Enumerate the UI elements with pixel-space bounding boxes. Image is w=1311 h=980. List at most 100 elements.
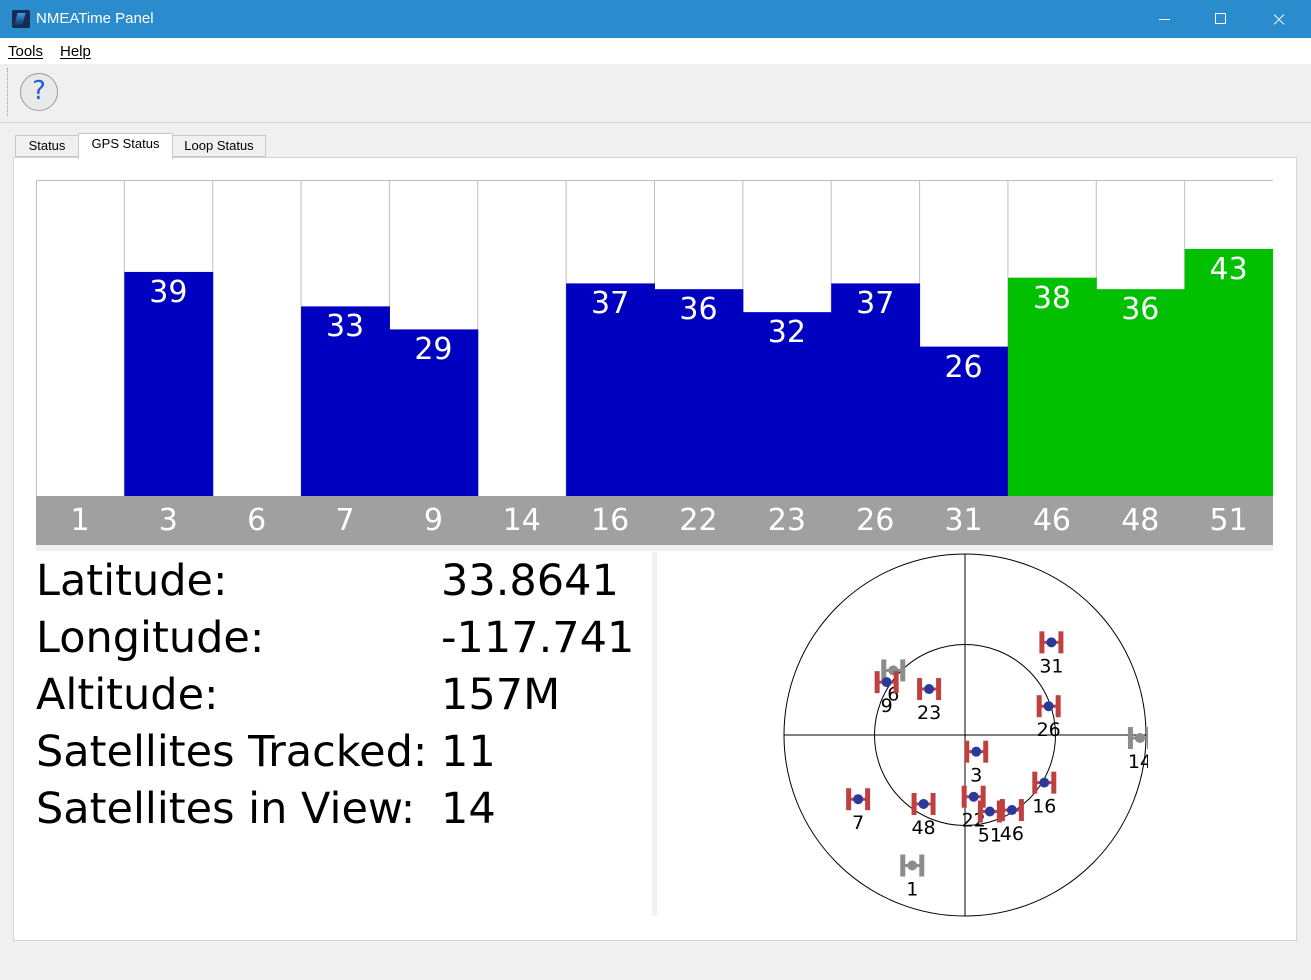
signal-bar [566, 283, 655, 496]
menu-tools[interactable]: Tools [8, 43, 44, 60]
satellite-marker: 26 [1037, 695, 1061, 741]
satellite-prn-label: 26 [1037, 719, 1061, 741]
signal-bar [742, 312, 832, 496]
satellite-prn-label: 1 [906, 879, 918, 901]
bar-value-label: 36 [1121, 292, 1160, 328]
satellite-marker: 46 [1000, 799, 1024, 845]
satellite-panel-right [1018, 799, 1024, 822]
satellite-panel-left [1039, 631, 1045, 654]
satellite-panel-right [1058, 631, 1064, 654]
satellite-prn-label: 14 [1128, 751, 1148, 773]
toolbar-grip[interactable] [7, 68, 9, 116]
altitude-value: 157M [441, 670, 561, 720]
tab-gps-status[interactable]: GPS Status [78, 133, 173, 159]
satellite-panel-left [1032, 771, 1038, 794]
satellite-marker: 3 [964, 740, 989, 787]
bar-value-labels: 39 33 29 37 36 32 37 26 38 36 43 [36, 180, 1273, 496]
menu-bar: Tools Help [0, 38, 1311, 64]
signal-bar [1184, 248, 1273, 496]
prn-label: 9 [423, 503, 443, 538]
minimize-button[interactable] [1141, 0, 1187, 38]
prn-label: 31 [944, 503, 983, 538]
tab-status[interactable]: Status [15, 135, 79, 157]
satellite-prn-label: 48 [911, 817, 935, 839]
prn-label: 46 [1032, 503, 1072, 538]
prn-label: 22 [679, 503, 718, 538]
satellite-prn-label: 9 [881, 695, 893, 717]
bar-value-label: 38 [1032, 280, 1072, 316]
satellite-icon [907, 860, 918, 871]
signal-bar [124, 271, 214, 496]
signal-bar [389, 329, 479, 496]
signal-bar [301, 306, 390, 496]
satellite-panel-left [846, 788, 852, 811]
close-button[interactable] [1255, 0, 1301, 38]
satellite-panel-left [917, 678, 923, 701]
longitude-label: Longitude: [36, 613, 265, 663]
satellite-panel-right [930, 792, 936, 815]
maximize-button[interactable] [1197, 0, 1243, 38]
satellite-prn-label: 16 [1032, 796, 1056, 818]
satellites-in-view-label: Satellites in View: [36, 784, 416, 834]
satellite-panel-left [1127, 727, 1133, 750]
satellite-marker: 9 [874, 671, 899, 717]
title-bar: NMEATime Panel [0, 0, 1311, 38]
satellite-prn-label: 7 [852, 812, 864, 834]
satellite-icon [968, 791, 979, 802]
satellites-tracked-value: 11 [441, 727, 496, 777]
bar-value-label: 36 [679, 292, 718, 328]
prn-label: 7 [335, 503, 355, 538]
help-button[interactable]: ? [20, 73, 58, 111]
satellite-panel-right [996, 800, 1002, 823]
satellite-prn-label: 51 [978, 825, 1002, 847]
satellite-panel-right [919, 854, 925, 877]
satellite-prn-label: 46 [1000, 823, 1024, 845]
bar-value-label: 29 [414, 332, 453, 368]
bar-value-label: 43 [1209, 251, 1248, 287]
satellite-icon [853, 794, 864, 805]
satellite-icon [881, 677, 892, 688]
altitude-label: Altitude: [36, 670, 219, 720]
signal-bar [1096, 289, 1186, 496]
toolbar: ? [0, 64, 1311, 123]
satellites-in-view-value: 14 [441, 784, 496, 834]
prn-label: 6 [247, 503, 267, 538]
satellite-panel-left [977, 800, 983, 823]
satellite-icon [918, 798, 929, 809]
satellite-panel-right [980, 785, 986, 808]
menu-help[interactable]: Help [60, 43, 91, 60]
satellite-icon [1134, 733, 1145, 744]
satellite-icon [1043, 701, 1054, 712]
prn-label: 1 [70, 503, 90, 538]
satellite-marker: 48 [911, 792, 936, 839]
help-icon: ? [32, 76, 46, 106]
satellite-panel-left [961, 785, 967, 808]
satellite-marker: 16 [1032, 771, 1057, 818]
satellite-marker: 7 [846, 788, 871, 834]
satellite-prn-label: 23 [917, 702, 941, 724]
bar-value-label: 33 [325, 309, 365, 345]
app-icon [12, 10, 30, 28]
signal-bar [919, 346, 1009, 496]
satellite-panel-left [964, 740, 970, 763]
satellite-panel-right [983, 740, 989, 763]
prn-strip: 1 3 6 7 9 14 16 22 23 26 31 46 48 51 [36, 496, 1273, 545]
satellite-panel-left [874, 671, 880, 694]
satellite-marker: 51 [977, 800, 1002, 847]
tab-loop-status[interactable]: Loop Status [172, 135, 266, 157]
chart-divider [36, 545, 1273, 551]
signal-bar [1007, 277, 1097, 496]
satellite-marker: 23 [917, 678, 941, 724]
satellite-panel-right [1051, 771, 1057, 794]
signal-bar-chart [36, 180, 1273, 496]
satellite-icon [971, 746, 982, 757]
bar-value-label: 39 [149, 274, 188, 310]
bar-value-label: 37 [856, 286, 895, 322]
satellite-marker: 14 [1128, 727, 1148, 773]
satellite-prn-label: 3 [970, 765, 982, 787]
satellite-panel-right [1055, 695, 1061, 718]
satellite-panel-left [1036, 695, 1042, 718]
window-title: NMEATime Panel [36, 10, 154, 27]
position-info: Latitude: 33.8641 Longitude: -117.741 Al… [36, 552, 646, 852]
bar-value-label: 32 [767, 315, 806, 351]
